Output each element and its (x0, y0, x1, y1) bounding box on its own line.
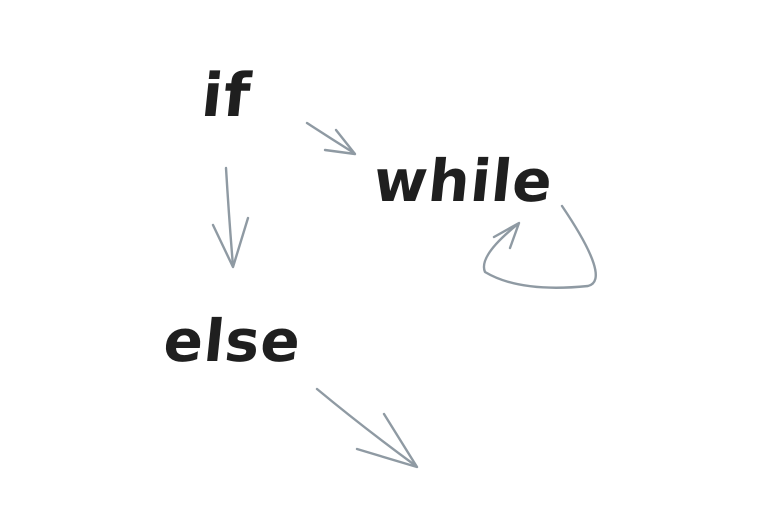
arrow-if-to-while (305, 121, 357, 156)
arrow-if-to-else (211, 166, 250, 269)
arrow-while-self-loop (482, 204, 597, 289)
arrow-else-out (315, 387, 419, 469)
node-while: while (370, 147, 557, 215)
node-if: if (198, 61, 255, 131)
node-else: else (160, 307, 305, 375)
